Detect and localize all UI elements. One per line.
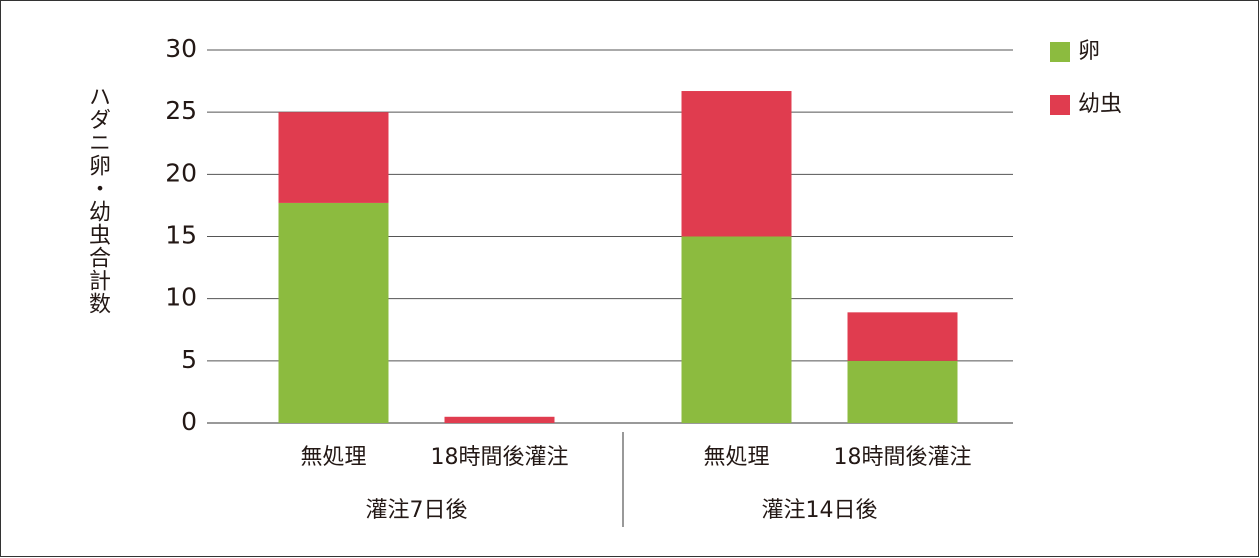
bar-segment [847, 360, 958, 423]
x-tick-label: 18時間後灌注 [834, 445, 972, 470]
group-label: 灌注14日後 [762, 498, 878, 523]
x-tick-label: 無処理 [703, 445, 769, 470]
y-tick-label: 0 [181, 407, 197, 436]
legend-swatch [1050, 42, 1070, 62]
bar-segment [444, 416, 555, 423]
y-tick-label: 5 [181, 345, 197, 374]
bar-segment [681, 91, 792, 237]
x-tick-label: 無処理 [300, 445, 366, 470]
bar-segment [278, 112, 389, 203]
bar-segment [278, 202, 389, 423]
legend-label: 卵 [1078, 39, 1100, 64]
y-tick-label: 20 [165, 158, 197, 187]
bar-segment [847, 312, 958, 361]
legend-label: 幼虫 [1078, 92, 1122, 117]
y-tick-label: 15 [165, 221, 197, 250]
legend-swatch [1050, 95, 1070, 115]
y-tick-label: 30 [165, 34, 197, 63]
x-tick-label: 18時間後灌注 [431, 445, 569, 470]
y-tick-label: 25 [165, 96, 197, 125]
group-label: 灌注7日後 [366, 498, 468, 523]
y-axis-label: ハダニ卵・幼虫合計数 [85, 85, 111, 315]
bar-segment [681, 236, 792, 423]
y-tick-label: 10 [165, 283, 197, 312]
